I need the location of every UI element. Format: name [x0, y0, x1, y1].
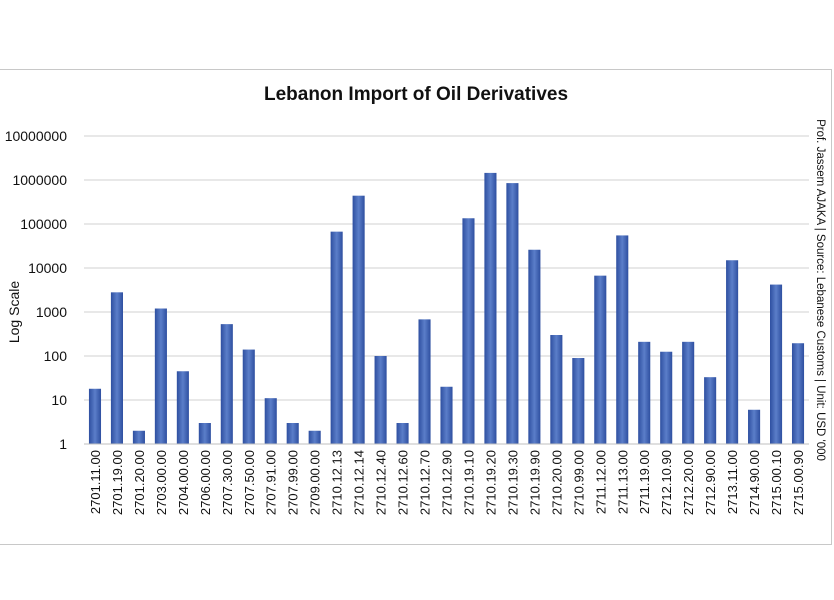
- bar-2713-11-00: [726, 260, 739, 444]
- x-tick-label: 2709.00.00: [308, 450, 323, 515]
- bars: [88, 172, 805, 444]
- bar-2715-00-90: [791, 343, 805, 444]
- chart-title: Lebanon Import of Oil Derivatives: [264, 84, 568, 105]
- bar-2710-12-90: [440, 386, 453, 444]
- y-tick-label: 100000: [20, 216, 67, 232]
- bar-2706-00-00: [198, 423, 211, 444]
- x-tick-label: 2710.12.14: [352, 450, 367, 515]
- bar-2707-50-00: [242, 349, 255, 444]
- bar-2711-13-00: [616, 235, 629, 444]
- y-tick-label: 1000: [36, 304, 67, 320]
- bar-2711-12-00: [594, 275, 607, 444]
- bar-2710-20-00: [550, 335, 563, 444]
- x-tick-label: 2706.00.00: [198, 450, 213, 515]
- x-tick-label: 2710.19.30: [505, 450, 520, 515]
- bar-2701-20-00: [132, 430, 145, 444]
- x-tick-label: 2715.00.10: [769, 450, 784, 515]
- bar-2707-30-00: [220, 324, 233, 444]
- x-tick-label: 2710.19.20: [483, 450, 498, 515]
- x-tick-label: 2711.12.00: [593, 450, 608, 514]
- y-tick-label: 10000: [28, 260, 67, 276]
- bar-2714-90-00: [748, 409, 761, 444]
- source-note: Prof. Jassem AJAKA | Source: Lebanese Cu…: [814, 119, 826, 461]
- bar-2712-20-00: [682, 341, 695, 444]
- gridlines: [84, 135, 809, 445]
- x-tick-label: 2707.30.00: [220, 450, 235, 515]
- y-axis-ticks: 1 10 100 1000 10000 100000 1000000 10000000: [5, 128, 68, 452]
- bar-2710-12-13: [330, 231, 343, 444]
- bar-2701-19-00: [110, 292, 123, 444]
- x-tick-label: 2712.90.00: [703, 450, 718, 515]
- x-tick-label: 2712.20.00: [681, 450, 696, 515]
- x-tick-label: 2710.19.10: [461, 450, 476, 515]
- bar-chart: Lebanon Import of Oil Derivatives Log Sc…: [5, 84, 826, 515]
- y-tick-label: 100: [44, 348, 68, 364]
- bar-2710-12-40: [374, 356, 387, 444]
- bar-2710-12-60: [396, 423, 409, 444]
- bar-2709-00-00: [308, 430, 321, 444]
- bar-2707-91-00: [264, 398, 277, 444]
- bar-2710-19-20: [484, 172, 497, 444]
- x-tick-label: 2710.12.60: [396, 450, 411, 515]
- x-axis-ticks: 2701.11.00 2701.19.00 2701.20.00 2703.00.00…: [88, 450, 806, 515]
- chart-frame: Lebanon Import of Oil Derivatives Log Sc…: [0, 69, 832, 545]
- bar-2710-19-30: [506, 183, 519, 444]
- x-tick-label: 2710.12.70: [418, 450, 433, 515]
- y-tick-label: 10: [51, 392, 67, 408]
- bar-2711-19-00: [638, 341, 651, 444]
- x-tick-label: 2714.90.00: [747, 450, 762, 515]
- x-tick-label: 2704.00.00: [176, 450, 191, 515]
- x-tick-label: 2712.10.90: [659, 450, 674, 515]
- bar-2710-19-10: [462, 218, 475, 444]
- y-axis-label: Log Scale: [6, 281, 22, 343]
- y-tick-label: 10000000: [5, 128, 68, 144]
- x-tick-label: 2701.19.00: [110, 450, 125, 515]
- bar-2703-00-00: [154, 308, 167, 444]
- x-tick-label: 2707.50.00: [242, 450, 257, 515]
- x-tick-label: 2707.99.00: [286, 450, 301, 515]
- bar-2710-19-90: [528, 249, 541, 444]
- x-tick-label: 2701.11.00: [88, 450, 103, 514]
- x-tick-label: 2710.99.00: [571, 450, 586, 515]
- x-tick-label: 2713.11.00: [725, 450, 740, 514]
- bar-2710-12-14: [352, 195, 365, 444]
- bar-2710-99-00: [572, 358, 585, 444]
- bar-2712-10-90: [660, 351, 673, 444]
- bar-2715-00-10: [770, 284, 783, 444]
- bar-2710-12-70: [418, 319, 431, 444]
- bar-2707-99-00: [286, 423, 299, 444]
- bar-2712-90-00: [704, 377, 717, 444]
- x-tick-label: 2710.12.90: [440, 450, 455, 515]
- x-tick-label: 2710.19.90: [527, 450, 542, 515]
- x-tick-label: 2715.00.90: [791, 450, 806, 515]
- x-tick-label: 2711.13.00: [615, 450, 630, 514]
- bar-2704-00-00: [176, 371, 189, 444]
- x-tick-label: 2707.91.00: [264, 450, 279, 515]
- y-tick-label: 1000000: [12, 172, 67, 188]
- x-tick-label: 2703.00.00: [154, 450, 169, 515]
- x-tick-label: 2710.20.00: [549, 450, 564, 515]
- x-tick-label: 2711.19.00: [637, 450, 652, 514]
- x-tick-label: 2701.20.00: [132, 450, 147, 515]
- x-tick-label: 2710.12.13: [330, 450, 345, 515]
- bar-2701-11-00: [88, 388, 102, 444]
- y-tick-label: 1: [59, 436, 67, 452]
- x-tick-label: 2710.12.40: [374, 450, 389, 515]
